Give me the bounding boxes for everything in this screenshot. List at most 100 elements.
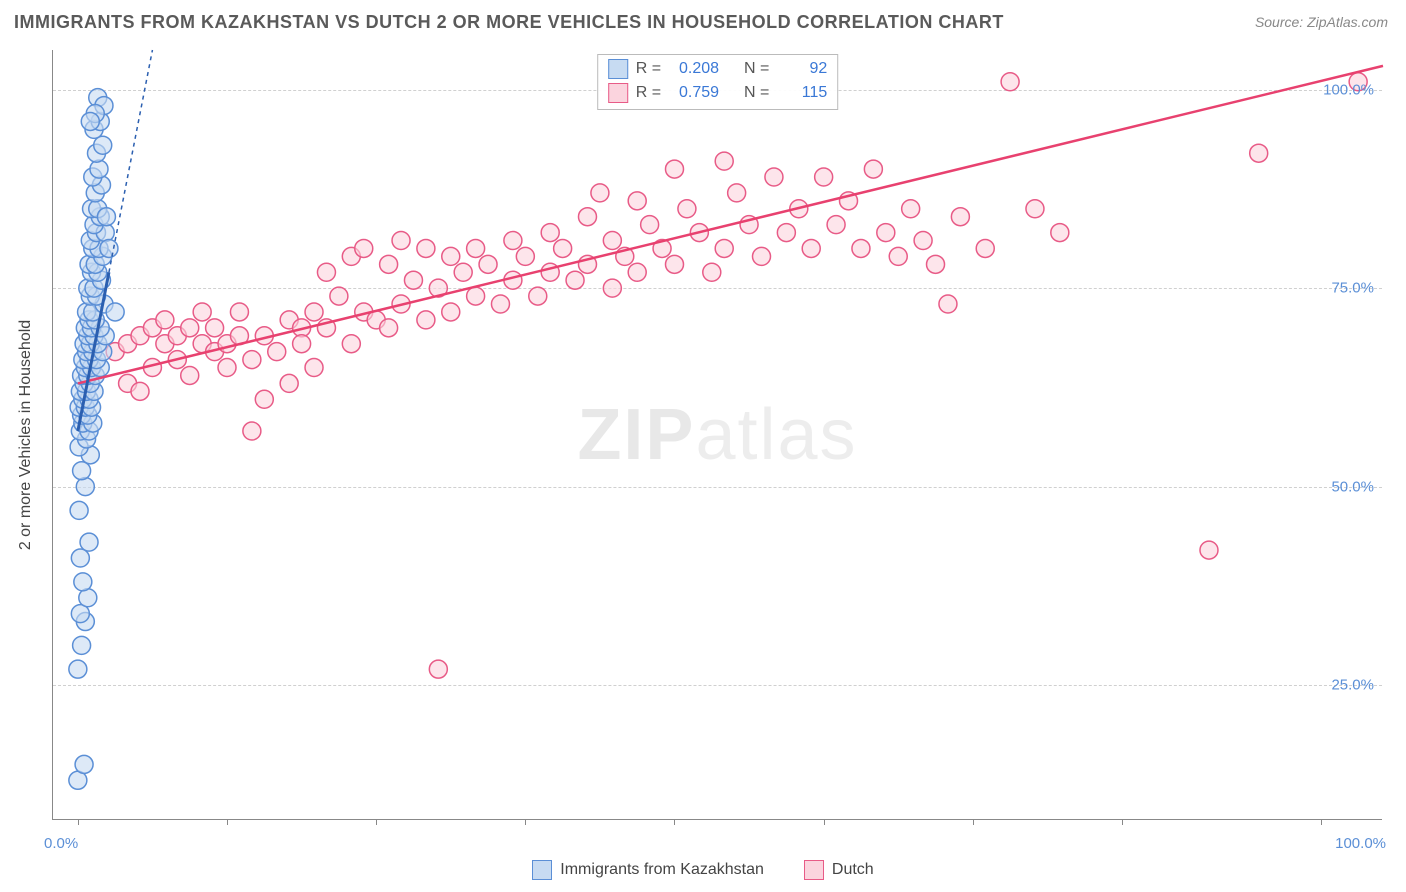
plot-area: ZIPatlas R = 0.208 N = 92 R = 0.759 N = … bbox=[52, 50, 1382, 820]
data-point bbox=[1200, 541, 1218, 559]
data-point bbox=[628, 263, 646, 281]
data-point bbox=[703, 263, 721, 281]
trend-line bbox=[109, 50, 153, 272]
data-point bbox=[1051, 224, 1069, 242]
data-point bbox=[641, 216, 659, 234]
legend-swatch-series2 bbox=[804, 860, 824, 880]
data-point bbox=[131, 382, 149, 400]
legend-swatch-series1 bbox=[532, 860, 552, 880]
data-point bbox=[554, 239, 572, 257]
data-point bbox=[454, 263, 472, 281]
data-point bbox=[156, 311, 174, 329]
legend-item-series2: Dutch bbox=[804, 860, 874, 880]
data-point bbox=[73, 462, 91, 480]
data-point bbox=[280, 374, 298, 392]
data-point bbox=[889, 247, 907, 265]
y-tick-label: 25.0% bbox=[1331, 677, 1374, 694]
data-point bbox=[678, 200, 696, 218]
data-point bbox=[467, 239, 485, 257]
data-point bbox=[81, 112, 99, 130]
data-point bbox=[181, 366, 199, 384]
data-point bbox=[603, 279, 621, 297]
correlation-chart: IMMIGRANTS FROM KAZAKHSTAN VS DUTCH 2 OR… bbox=[0, 0, 1406, 892]
data-point bbox=[442, 247, 460, 265]
scatter-svg bbox=[53, 50, 1382, 819]
data-point bbox=[317, 263, 335, 281]
legend-label-series1: Immigrants from Kazakhstan bbox=[560, 861, 764, 879]
data-point bbox=[951, 208, 969, 226]
data-point bbox=[802, 239, 820, 257]
data-point bbox=[1250, 144, 1268, 162]
data-point bbox=[181, 319, 199, 337]
swatch-series2 bbox=[608, 83, 628, 103]
data-point bbox=[529, 287, 547, 305]
data-point bbox=[106, 303, 124, 321]
data-point bbox=[80, 533, 98, 551]
stats-row-series1: R = 0.208 N = 92 bbox=[608, 57, 828, 81]
data-point bbox=[1026, 200, 1044, 218]
data-point bbox=[1001, 73, 1019, 91]
data-point bbox=[243, 422, 261, 440]
data-point bbox=[976, 239, 994, 257]
data-point bbox=[665, 255, 683, 273]
data-point bbox=[342, 335, 360, 353]
data-point bbox=[877, 224, 895, 242]
data-point bbox=[728, 184, 746, 202]
data-point bbox=[380, 319, 398, 337]
source-attribution: Source: ZipAtlas.com bbox=[1255, 14, 1388, 30]
data-point bbox=[255, 390, 273, 408]
data-point bbox=[516, 247, 534, 265]
y-axis-label: 2 or more Vehicles in Household bbox=[17, 320, 35, 550]
data-point bbox=[380, 255, 398, 273]
data-point bbox=[504, 232, 522, 250]
data-point bbox=[815, 168, 833, 186]
data-point bbox=[442, 303, 460, 321]
data-point bbox=[230, 303, 248, 321]
data-point bbox=[927, 255, 945, 273]
series1-r-value: 0.208 bbox=[669, 57, 719, 81]
trend-line bbox=[78, 66, 1383, 384]
data-point bbox=[69, 660, 87, 678]
data-point bbox=[591, 184, 609, 202]
data-point bbox=[392, 232, 410, 250]
series2-n-value: 115 bbox=[777, 81, 827, 105]
data-point bbox=[305, 303, 323, 321]
data-point bbox=[73, 636, 91, 654]
data-point bbox=[578, 208, 596, 226]
data-point bbox=[268, 343, 286, 361]
legend-label-series2: Dutch bbox=[832, 861, 874, 879]
data-point bbox=[479, 255, 497, 273]
data-point bbox=[74, 573, 92, 591]
data-point bbox=[827, 216, 845, 234]
data-point bbox=[541, 224, 559, 242]
data-point bbox=[753, 247, 771, 265]
data-point bbox=[206, 319, 224, 337]
bottom-legend: Immigrants from Kazakhstan Dutch bbox=[0, 860, 1406, 880]
data-point bbox=[330, 287, 348, 305]
data-point bbox=[852, 239, 870, 257]
data-point bbox=[355, 239, 373, 257]
x-label-right: 100.0% bbox=[1335, 835, 1386, 852]
data-point bbox=[566, 271, 584, 289]
data-point bbox=[76, 478, 94, 496]
data-point bbox=[97, 208, 115, 226]
n-label-2: N = bbox=[744, 81, 769, 105]
x-label-left: 0.0% bbox=[44, 835, 78, 852]
r-label: R = bbox=[636, 57, 661, 81]
data-point bbox=[715, 239, 733, 257]
data-point bbox=[864, 160, 882, 178]
data-point bbox=[715, 152, 733, 170]
data-point bbox=[777, 224, 795, 242]
stats-row-series2: R = 0.759 N = 115 bbox=[608, 81, 828, 105]
data-point bbox=[914, 232, 932, 250]
r-label-2: R = bbox=[636, 81, 661, 105]
data-point bbox=[902, 200, 920, 218]
data-point bbox=[94, 136, 112, 154]
data-point bbox=[491, 295, 509, 313]
series1-n-value: 92 bbox=[777, 57, 827, 81]
stats-legend-box: R = 0.208 N = 92 R = 0.759 N = 115 bbox=[597, 54, 839, 110]
y-tick-label: 100.0% bbox=[1323, 81, 1374, 98]
data-point bbox=[467, 287, 485, 305]
data-point bbox=[603, 232, 621, 250]
data-point bbox=[218, 359, 236, 377]
